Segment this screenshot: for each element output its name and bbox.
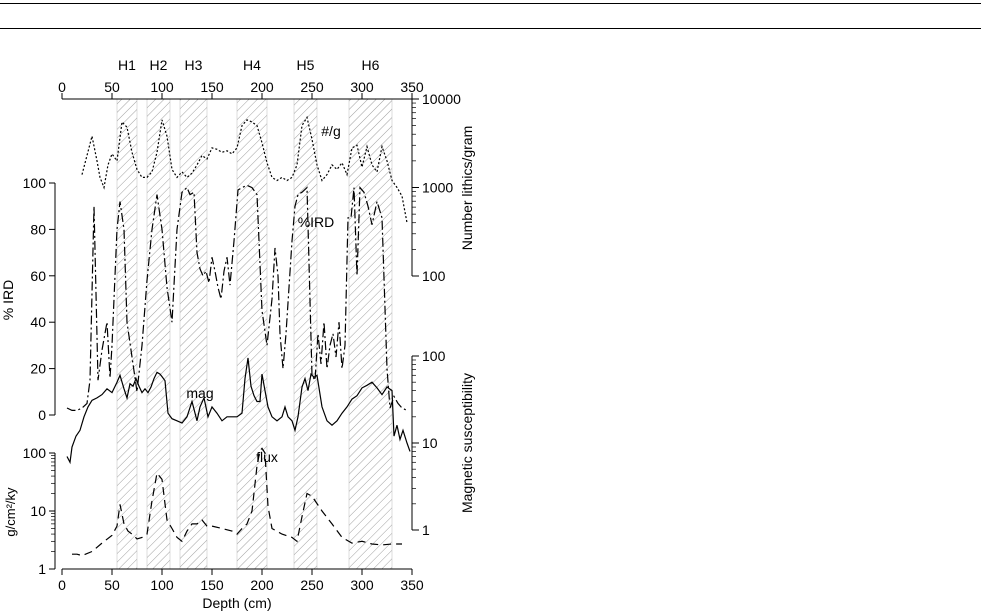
series-annotation: %IRD bbox=[298, 214, 335, 230]
depth-tick-label: 150 bbox=[200, 577, 224, 593]
mag-tick-label: 10 bbox=[422, 435, 438, 451]
depth-tick-label: 350 bbox=[400, 79, 424, 95]
series-annotation: mag bbox=[186, 385, 213, 401]
ird-tick-label: 80 bbox=[30, 221, 46, 237]
lithics-axis-label: Number lithics/gram bbox=[459, 126, 475, 250]
mag-tick-label: 100 bbox=[422, 348, 446, 364]
series-g bbox=[81, 115, 408, 223]
ird-tick-label: 20 bbox=[30, 361, 46, 377]
heinrich-label: H5 bbox=[297, 57, 315, 73]
chart-series bbox=[66, 115, 411, 557]
flux-tick-label: 100 bbox=[23, 445, 47, 461]
top-rule bbox=[0, 3, 981, 4]
heinrich-label: H4 bbox=[243, 57, 261, 73]
heinrich-band bbox=[146, 98, 171, 570]
ird-tick-label: 100 bbox=[23, 175, 47, 191]
heinrich-band bbox=[348, 98, 393, 570]
flux-tick-label: 10 bbox=[30, 503, 46, 519]
series-flux bbox=[72, 447, 402, 557]
depth-tick-label: 300 bbox=[350, 577, 374, 593]
ird-tick-label: 0 bbox=[38, 407, 46, 423]
heinrich-label: H2 bbox=[150, 57, 168, 73]
depth-tick-label: 150 bbox=[200, 79, 224, 95]
depth-tick-label: 0 bbox=[58, 577, 66, 593]
heinrich-band bbox=[293, 98, 318, 570]
depth-tick-label: 350 bbox=[400, 577, 424, 593]
depth-tick-label: 0 bbox=[58, 79, 66, 95]
mag-axis-label: Magnetic susceptibility bbox=[459, 373, 475, 513]
lithics-tick-label: 10000 bbox=[422, 91, 461, 107]
depth-tick-label: 100 bbox=[150, 577, 174, 593]
chart-axes bbox=[49, 93, 419, 575]
depth-tick-label: 250 bbox=[300, 577, 324, 593]
depth-tick-label: 300 bbox=[350, 79, 374, 95]
depth-tick-label: 50 bbox=[104, 79, 120, 95]
mag-tick-label: 1 bbox=[422, 522, 430, 538]
series-annotation: flux bbox=[256, 449, 278, 465]
flux-tick-label: 1 bbox=[38, 561, 46, 577]
heinrich-label: H6 bbox=[362, 57, 380, 73]
series-mag bbox=[66, 357, 411, 465]
depth-tick-label: 50 bbox=[104, 577, 120, 593]
ird-axis-label: % IRD bbox=[0, 280, 16, 320]
heinrich-band bbox=[236, 98, 268, 570]
series-annotation: #/g bbox=[321, 123, 340, 139]
flux-axis-label: g/cm²/ky bbox=[3, 487, 18, 537]
heinrich-bands bbox=[116, 98, 393, 570]
depth-tick-label: 100 bbox=[150, 79, 174, 95]
heinrich-label: H1 bbox=[118, 57, 136, 73]
heinrich-band bbox=[179, 98, 208, 570]
series-ird bbox=[66, 184, 408, 411]
ird-tick-label: 40 bbox=[30, 314, 46, 330]
depth-tick-label: 200 bbox=[250, 79, 274, 95]
depth-tick-label: 200 bbox=[250, 577, 274, 593]
lithics-tick-label: 1000 bbox=[422, 180, 453, 196]
ird-tick-label: 60 bbox=[30, 268, 46, 284]
x-axis-label: Depth (cm) bbox=[202, 595, 271, 611]
heinrich-band bbox=[116, 98, 138, 570]
header-rule bbox=[0, 28, 981, 29]
depth-tick-label: 250 bbox=[300, 79, 324, 95]
heinrich-label: H3 bbox=[185, 57, 203, 73]
lithics-tick-label: 100 bbox=[422, 268, 446, 284]
